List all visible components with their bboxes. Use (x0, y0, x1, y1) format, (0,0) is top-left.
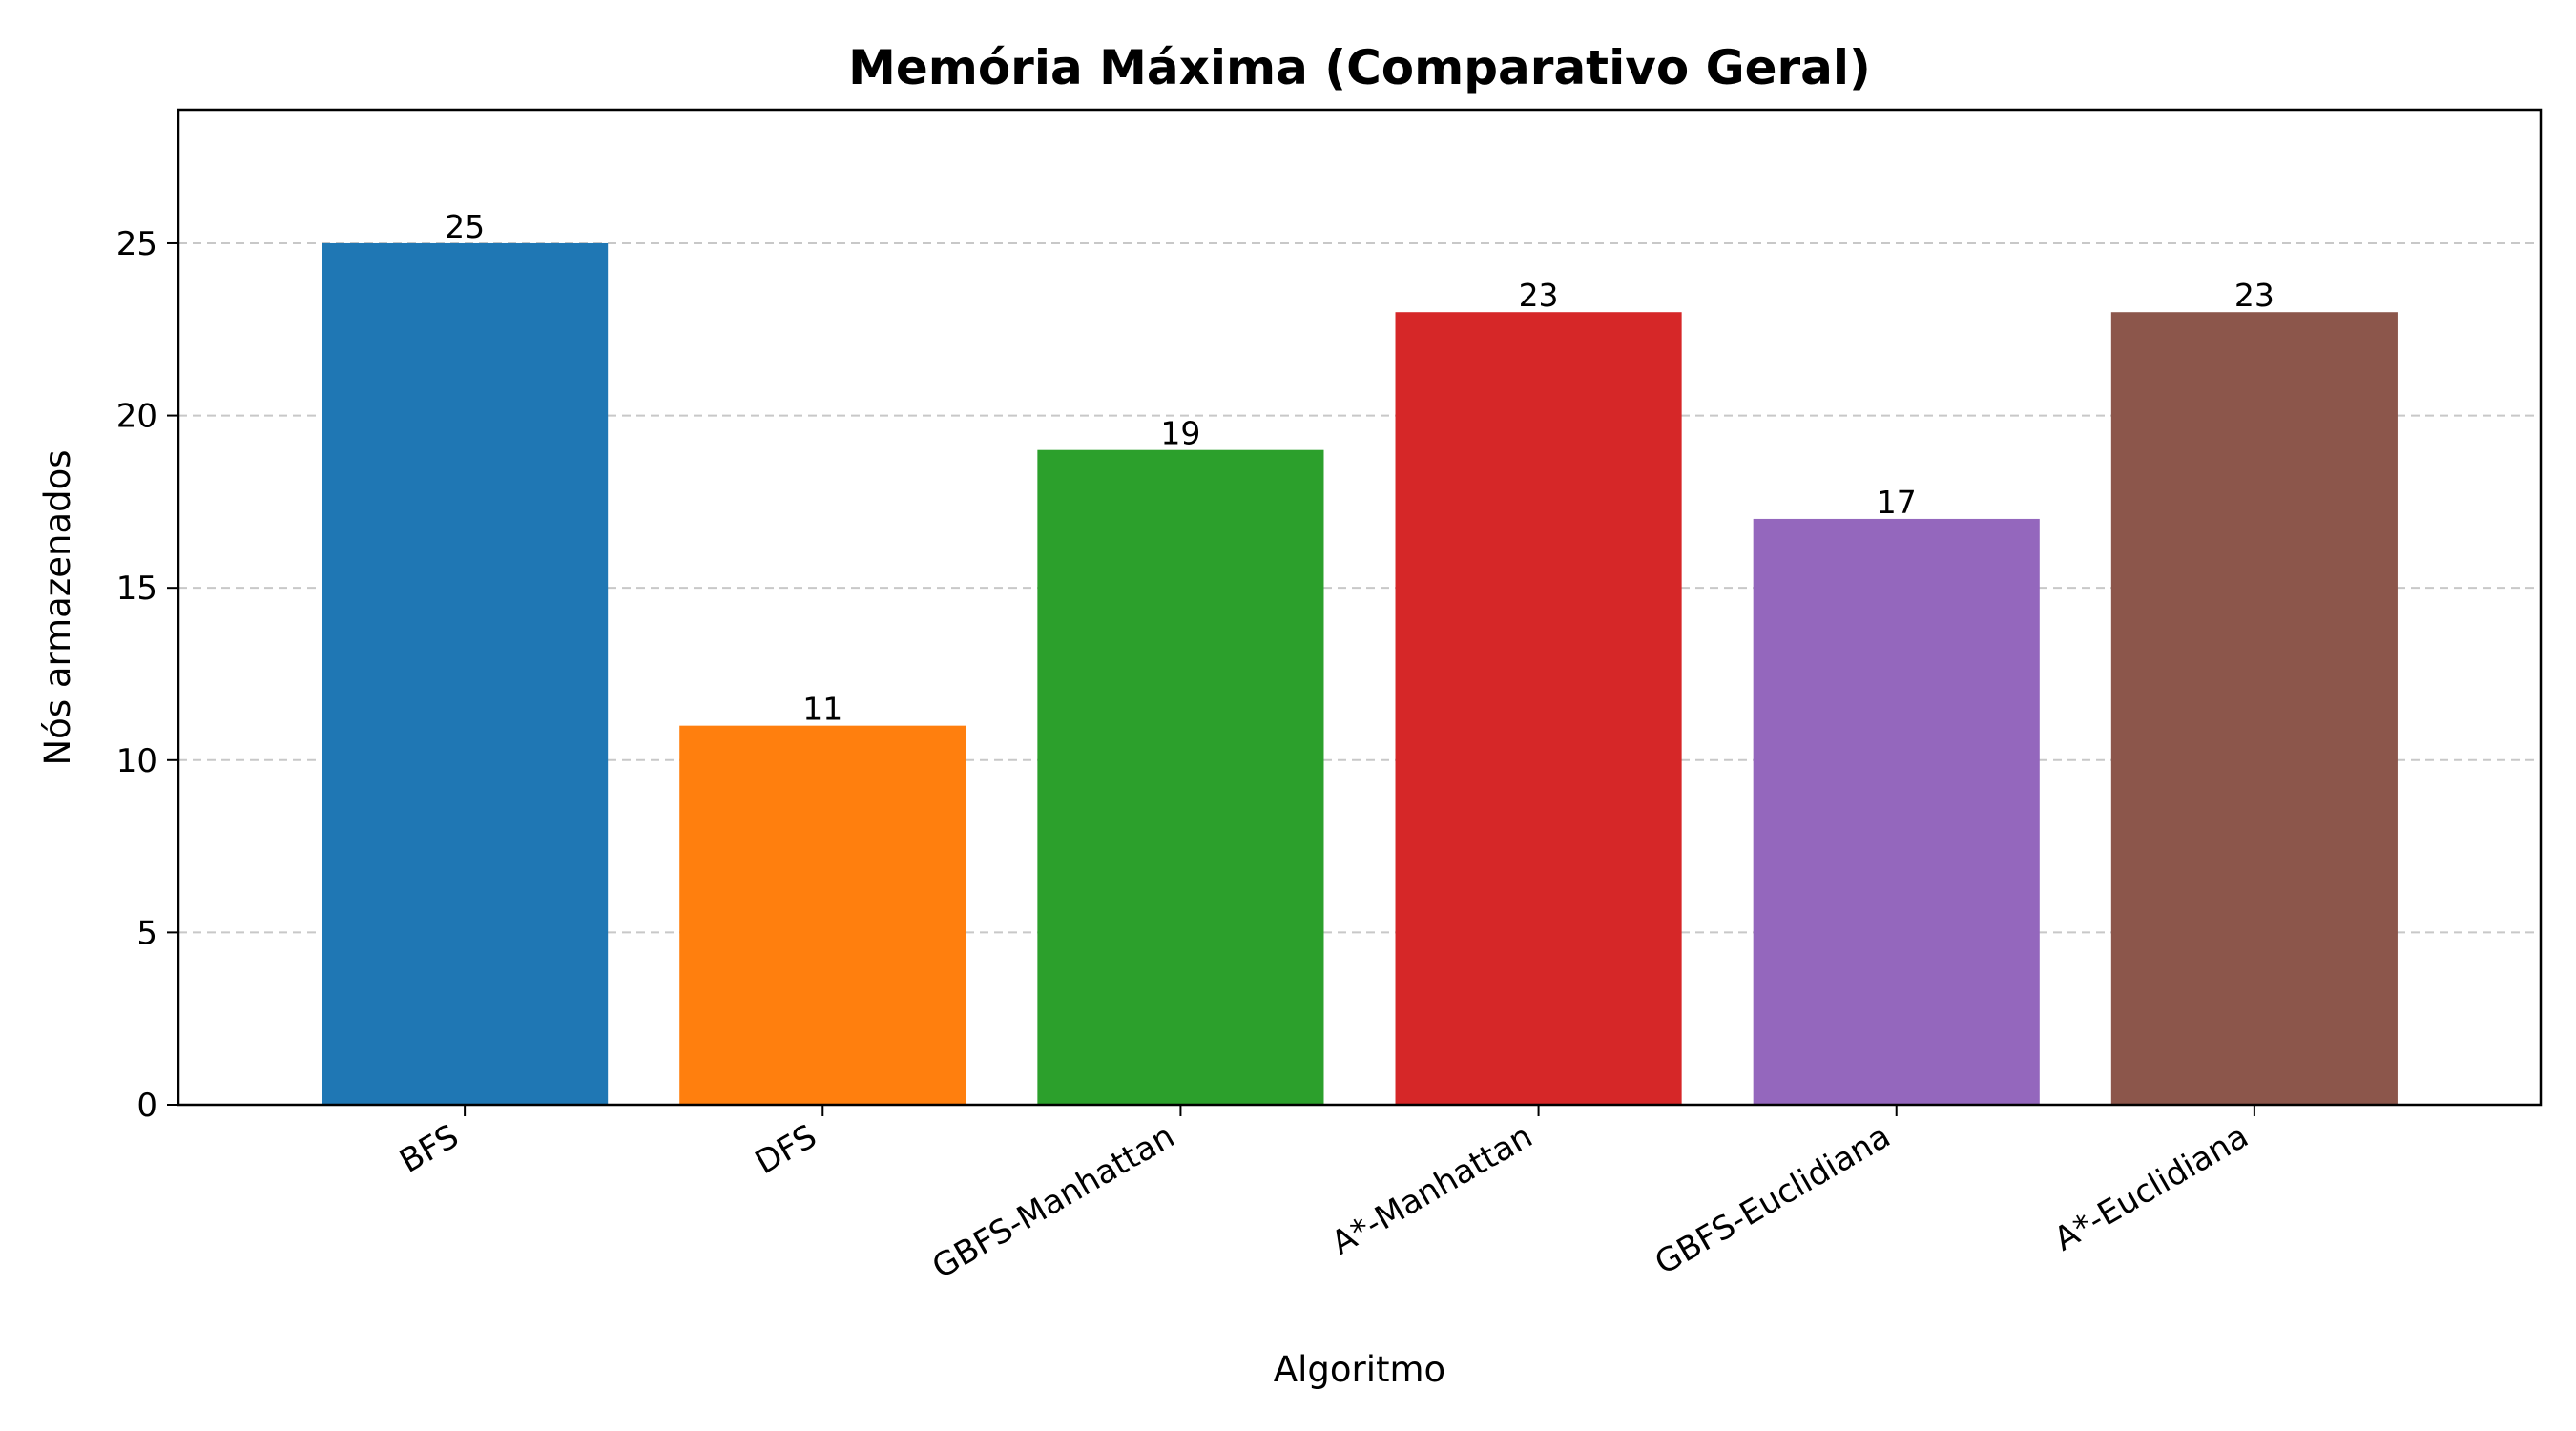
bar (1037, 449, 1324, 1105)
x-tick-label: DFS (749, 1117, 823, 1182)
bar-value-label: 25 (445, 208, 485, 245)
y-tick-label: 5 (136, 914, 157, 952)
plot-frame (177, 108, 2543, 1107)
bar-value-label: 23 (2234, 277, 2275, 314)
x-axis-ticks: BFS DFS GBFS-Manhattan A*-Manhattan GBFS-Euc… (393, 1105, 2255, 1287)
x-axis-title: Algoritmo (1274, 1349, 1445, 1390)
y-tick-label: 0 (136, 1087, 157, 1125)
bar-value-label: 23 (1519, 277, 1559, 314)
bar-value-label: 19 (1160, 415, 1200, 452)
y-axis-title: Nós armazenados (37, 449, 78, 765)
bar (2110, 312, 2398, 1105)
bar-value-label: 17 (1877, 484, 1917, 521)
x-tick-label: GBFS-Manhattan (926, 1117, 1181, 1286)
bar-value-label: 11 (802, 691, 842, 728)
bar (679, 725, 966, 1105)
y-tick-label: 25 (116, 225, 157, 263)
bar (1395, 312, 1682, 1105)
y-tick-label: 15 (116, 570, 157, 608)
x-tick-label: GBFS-Euclidiana (1649, 1117, 1897, 1282)
bars (322, 242, 2398, 1105)
x-tick-label: A*-Euclidiana (2047, 1117, 2254, 1258)
bar-value-labels: 25 11 19 23 17 23 (445, 208, 2275, 728)
y-tick-label: 10 (116, 742, 157, 780)
y-axis-ticks: 0 5 10 15 20 25 (116, 225, 178, 1125)
x-tick-label: A*-Manhattan (1325, 1117, 1539, 1262)
bar (322, 242, 609, 1105)
y-tick-label: 20 (116, 398, 157, 436)
bar (1753, 518, 2040, 1105)
x-tick-label: BFS (393, 1117, 465, 1181)
chart-title: Memória Máxima (Comparativo Geral) (848, 40, 1871, 95)
